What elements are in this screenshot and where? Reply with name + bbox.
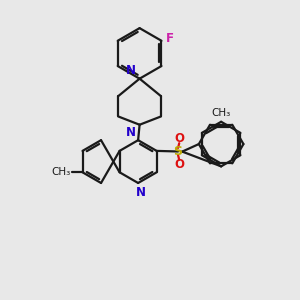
Text: O: O xyxy=(174,132,184,145)
Text: CH₃: CH₃ xyxy=(212,108,231,118)
Text: N: N xyxy=(136,186,146,199)
Text: CH₃: CH₃ xyxy=(51,167,70,177)
Text: O: O xyxy=(174,158,184,171)
Text: F: F xyxy=(166,32,174,45)
Text: N: N xyxy=(126,126,136,139)
Text: S: S xyxy=(173,145,182,158)
Text: N: N xyxy=(126,64,136,77)
